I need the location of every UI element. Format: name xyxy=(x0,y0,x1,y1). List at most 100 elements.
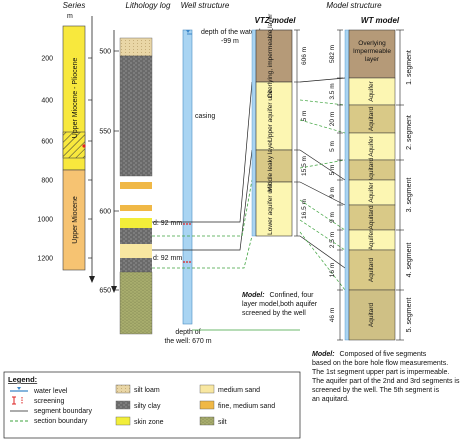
water-level-label: depth of the water level: xyxy=(201,29,275,36)
wt-layer xyxy=(348,132,396,161)
litho-silty-clay xyxy=(119,55,153,177)
legend-silty-clay: silty clay xyxy=(134,403,161,410)
litho-silt-bottom xyxy=(119,271,153,335)
vtz-thickness-1: 606 m xyxy=(301,47,308,65)
segment-label: 4. segment xyxy=(406,243,413,278)
legend-medium-sand: medium sand xyxy=(218,387,260,394)
vtz-middle-leaky xyxy=(255,149,293,183)
series-axis-unit: m xyxy=(67,13,73,20)
wt-thickness-label: 5 m xyxy=(329,141,336,152)
wt-thickness-label: 582 m xyxy=(329,45,336,63)
lithology-column: 500 550 600 650 xyxy=(99,30,153,335)
vtz-note: Model: Confined, four layer model,both a… xyxy=(242,292,318,317)
litho-silt-loam-top xyxy=(119,37,153,57)
model-structure-header: Model structure xyxy=(326,1,382,10)
wt-thickness-label: 9 m xyxy=(329,212,336,223)
vtz-note-line-1: Confined, four xyxy=(270,292,315,299)
litho-silty-clay-2 xyxy=(120,228,152,244)
wt-note-line-3: The 1st segment upper part is impermeabl… xyxy=(312,369,449,376)
fine-medium-sand-swatch xyxy=(199,400,215,410)
wt-layer xyxy=(348,179,396,206)
vtz-layer-label-2: Upper aquifer unit xyxy=(267,90,274,142)
vtz-well-strip xyxy=(251,29,257,237)
series-tick-label: 800 xyxy=(41,178,53,185)
wt-note-line-4: The aquifer part of the 2nd and 3rd segm… xyxy=(312,378,460,385)
vtz-layer-label-4: Lower aquifer unit xyxy=(267,183,274,235)
litho-tick-label: 650 xyxy=(99,288,111,295)
legend-silt-loam: silt loam xyxy=(134,387,160,394)
legend: Legend: water level screening segment bo… xyxy=(3,371,301,439)
series-tick-label: 1000 xyxy=(37,217,53,224)
wt-thickness-label: 3.5 m xyxy=(329,83,336,99)
wt-note: Model: Composed of five segments based o… xyxy=(312,351,460,403)
silty-clay-swatch xyxy=(115,400,131,410)
litho-axis-ticks: 500 550 600 650 xyxy=(99,49,119,295)
legend-title: Legend: xyxy=(8,375,37,384)
wt-well-strip xyxy=(344,29,350,341)
wt-thickness-label: 16 m xyxy=(329,263,336,277)
wt-layer-label: Aquitard xyxy=(368,158,375,183)
litho-fine-sand-1 xyxy=(120,182,152,189)
wt-thickness-label: 5 m xyxy=(329,165,336,176)
well-depth-label: depth of xyxy=(175,329,200,336)
series-axis-arrow xyxy=(89,276,95,283)
segment-label: 1. segment xyxy=(406,50,413,85)
diameter-label-2: d: 92 mm xyxy=(153,255,182,262)
series-tick-label: 600 xyxy=(41,139,53,146)
well-casing xyxy=(182,29,193,325)
wt-note-line-5: screened by the well. The 5th segment is xyxy=(312,387,440,394)
skin-zone-swatch xyxy=(115,416,131,426)
wt-layer-label: Aquitard xyxy=(368,107,375,132)
legend-box xyxy=(3,371,301,439)
wt-layer xyxy=(348,104,396,134)
segment-label: 2. segment xyxy=(406,115,413,150)
litho-tick-label: 500 xyxy=(99,49,111,56)
legend-screening: screening xyxy=(34,398,64,405)
wt-layer-label: Aquifer xyxy=(368,135,375,156)
wt-layer xyxy=(348,77,396,106)
wt-layer-label: Aquitard xyxy=(368,258,375,283)
vtz-header: VTZ model xyxy=(255,16,297,25)
series-header: Series xyxy=(63,1,86,10)
series-axis-ticks: 200 400 600 800 1000 1200 xyxy=(37,56,92,263)
series-tick-label: 1200 xyxy=(37,256,53,263)
litho-fine-sand-2 xyxy=(120,205,152,211)
medium-sand-swatch xyxy=(199,384,215,394)
legend-section-boundary: section boundary xyxy=(34,418,88,425)
series-tick-label: 200 xyxy=(41,56,53,63)
wt-layer-stack: Overlying Impermeable layer 582 m Aquifer 3.5… xyxy=(329,29,396,341)
casing-label: casing xyxy=(195,113,215,120)
vtz-upper-aquifer xyxy=(255,81,293,151)
wt-layer-label: Overlying Impermeable layer xyxy=(353,40,391,63)
wt-layer xyxy=(348,289,396,341)
section-lines xyxy=(152,81,253,269)
vtz-thickness-2: 5 m xyxy=(301,111,308,122)
litho-medium-sand xyxy=(120,244,152,258)
wt-thickness-label: 9 m xyxy=(329,187,336,198)
wt-thickness-label: 20 m xyxy=(329,112,336,126)
series-lower-block xyxy=(62,169,86,271)
litho-axis-arrow xyxy=(111,286,117,293)
lithology-header: Lithology log xyxy=(126,1,171,10)
well-header: Well structure xyxy=(181,1,230,10)
litho-skin-zone xyxy=(120,218,152,228)
legend-silt: silt xyxy=(218,419,227,426)
vtz-layer-label-3: Middle leaky layer xyxy=(267,139,274,192)
vtz-thickness-3: 15.5 m xyxy=(301,156,308,176)
wt-segment-labels: 1. segment 2. segment 3. segment 4. segment… xyxy=(396,29,413,341)
wt-layer-label: Aquifer xyxy=(368,181,375,202)
wt-layer-label: Aquitard xyxy=(368,205,375,230)
legend-water-level: water level xyxy=(33,388,68,395)
vtz-layer-label-1: Overlying, impermeable layer xyxy=(267,13,274,98)
wt-note-title: Model: xyxy=(312,351,335,358)
screen-marker xyxy=(82,144,86,148)
vtz-lower-aquifer xyxy=(255,181,293,237)
segment-label: 5. segment xyxy=(406,298,413,333)
vtz-note-line-2: layer model,both aquifer xyxy=(242,301,318,308)
series-tick-label: 400 xyxy=(41,98,53,105)
vtz-overlying-layer xyxy=(255,29,293,83)
legend-segment-boundary: segment boundary xyxy=(34,408,92,415)
wt-layer-label: Aquitard xyxy=(368,303,375,328)
wt-layer xyxy=(348,204,396,231)
